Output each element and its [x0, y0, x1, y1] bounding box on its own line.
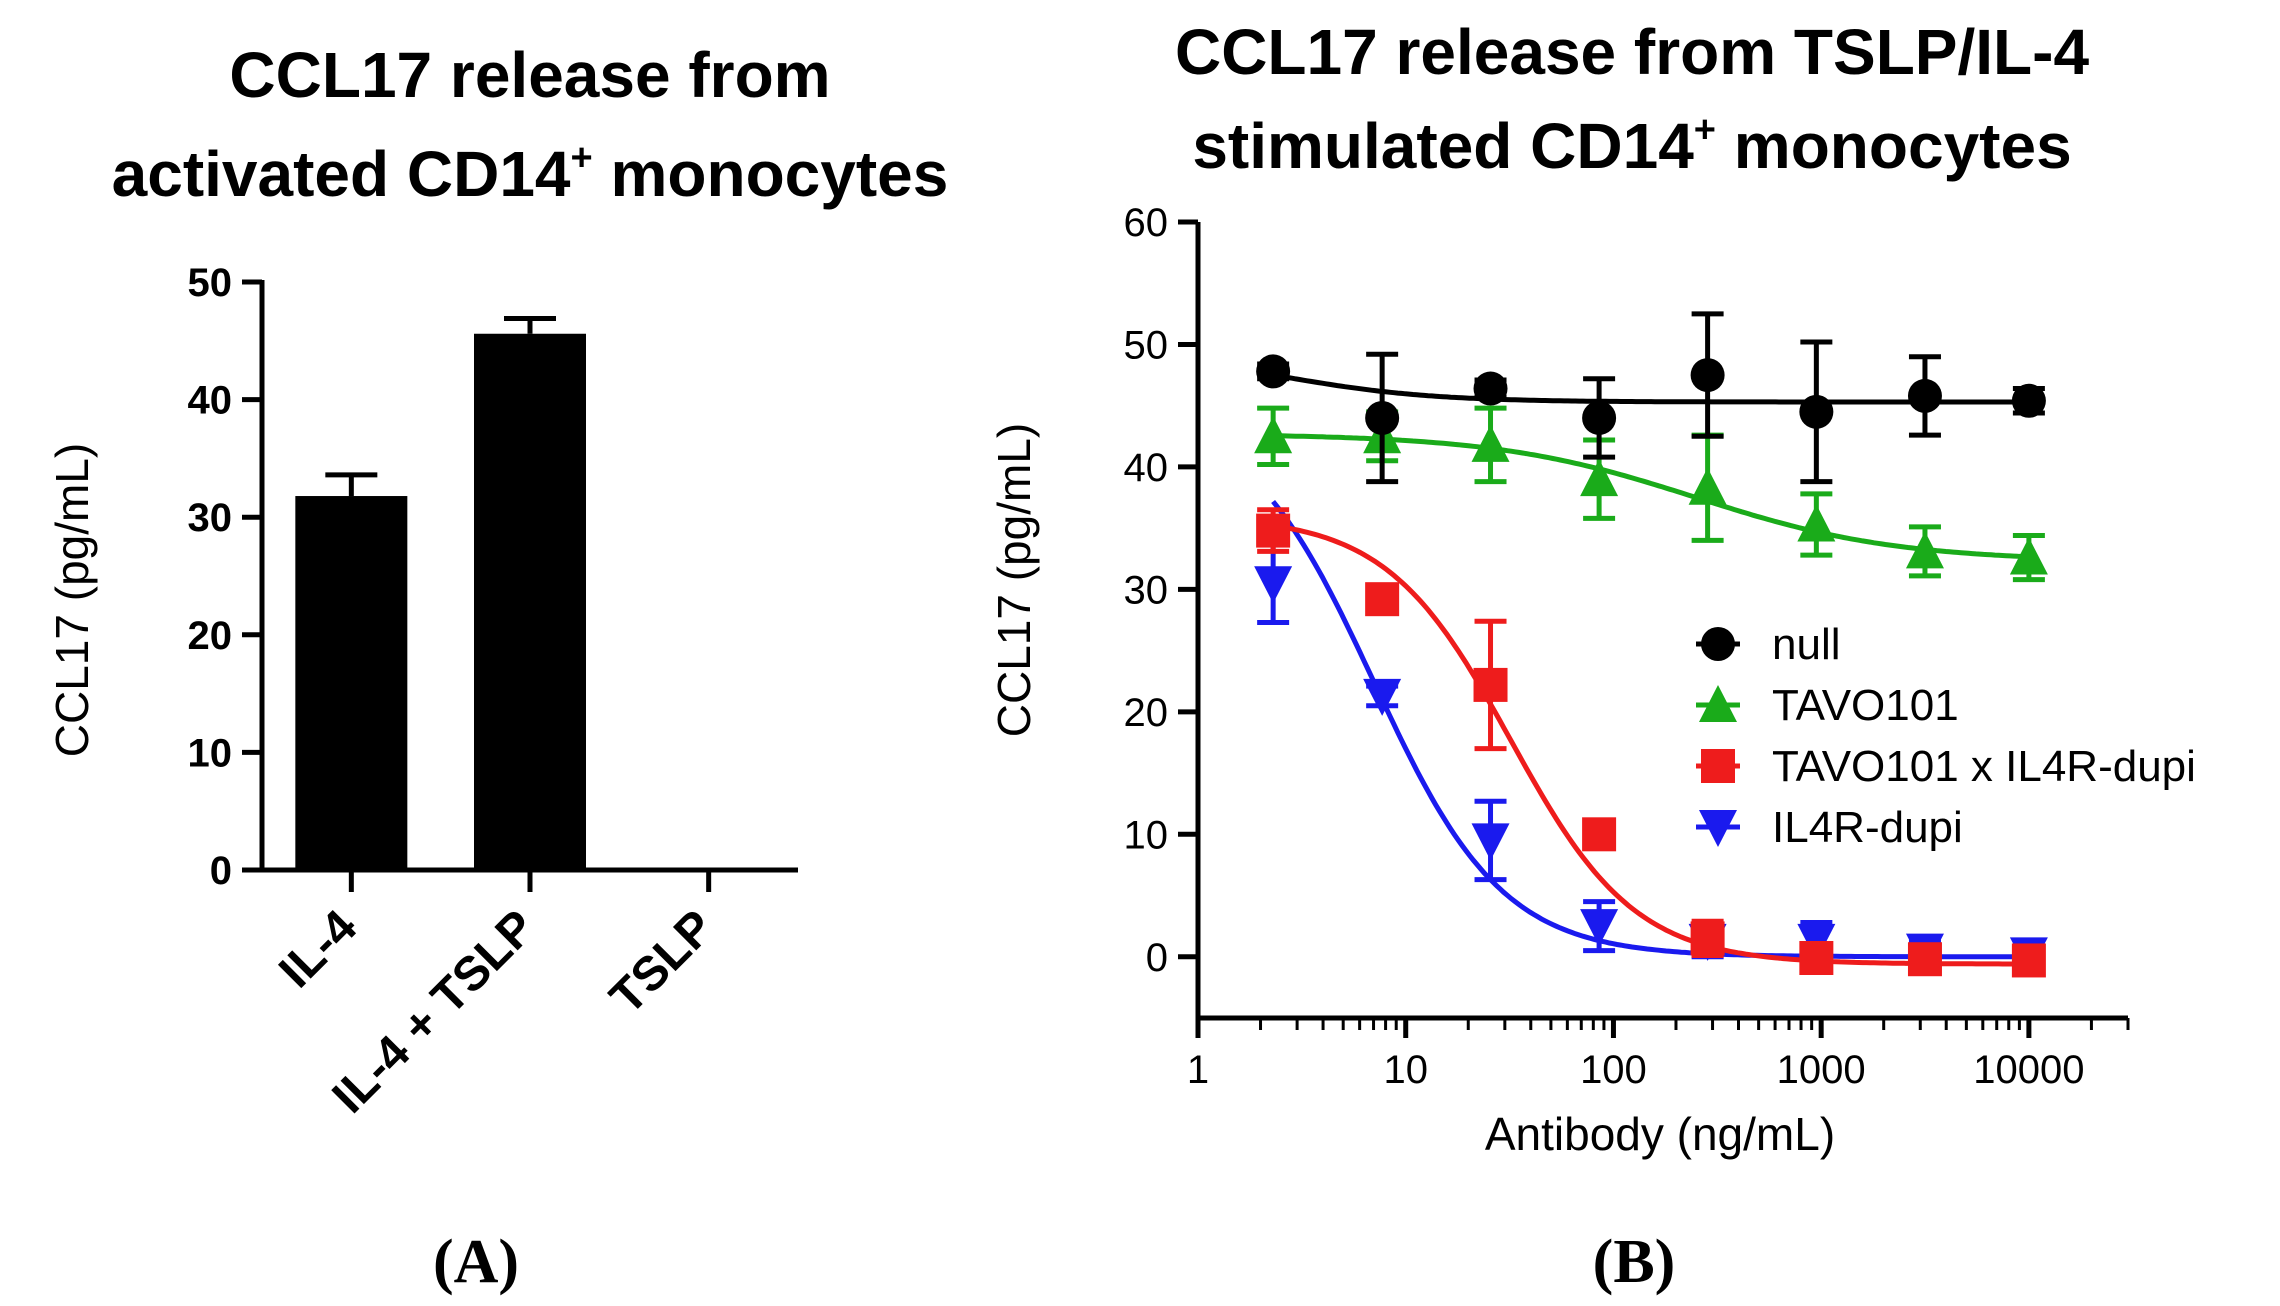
- data-point: [1580, 909, 1619, 947]
- legend-label: IL4R-dupi: [1772, 803, 1963, 852]
- data-point: [1582, 400, 1617, 435]
- panel-b-y-tick-label: 20: [1124, 691, 1169, 735]
- panel-b-y-tick-label: 40: [1124, 446, 1169, 490]
- data-point: [1907, 942, 1942, 977]
- data-point: [1365, 582, 1400, 617]
- data-point: [1254, 416, 1293, 454]
- data-point: [1471, 424, 1510, 462]
- panel-a-y-tick-label: 10: [188, 731, 233, 775]
- panel-a-y-tick-label: 30: [188, 496, 233, 540]
- panel-b-plot: [1254, 311, 2048, 978]
- data-point: [1254, 566, 1293, 604]
- series-tavo101-x-il4r-dupi: [1256, 507, 2046, 978]
- panel-a-title-sup: +: [571, 137, 593, 179]
- panel-b-title-tail: monocytes: [1716, 110, 2072, 182]
- panel-b-x-tick-label: 10000: [1973, 1048, 2084, 1092]
- data-point: [2011, 383, 2046, 418]
- data-point: [1907, 378, 1942, 413]
- panel-b-y-tick-label: 10: [1124, 813, 1169, 857]
- data-point: [1580, 459, 1619, 497]
- panel-a-label: (A): [433, 1228, 519, 1296]
- panel-b-title-sup: +: [1694, 109, 1716, 151]
- data-point: [1363, 678, 1402, 716]
- legend-marker: [1699, 685, 1737, 722]
- panel-a-y-axis-label: CCL17 (pg/mL): [46, 443, 98, 757]
- panel-a: CCL17 release from activated CD14+ monoc…: [46, 39, 948, 1296]
- panel-a-y-tick-label: 20: [188, 614, 233, 658]
- legend-label: TAVO101: [1772, 681, 1959, 730]
- data-point: [1905, 531, 1944, 569]
- panel-b-label: (B): [1593, 1228, 1676, 1296]
- panel-a-title-tail: monocytes: [593, 138, 949, 210]
- legend-label: TAVO101 x IL4R-dupi: [1772, 742, 2196, 791]
- data-point: [1256, 513, 1291, 548]
- panel-b-title-line-2: stimulated CD14+ monocytes: [1192, 109, 2071, 182]
- data-point: [1471, 823, 1510, 861]
- panel-b-x-tick-label: 1: [1187, 1048, 1209, 1092]
- panel-a-title-line-2: activated CD14+ monocytes: [112, 137, 949, 210]
- panel-b-x-tick-label: 1000: [1777, 1048, 1866, 1092]
- legend-marker: [1701, 627, 1735, 661]
- series-null: [1256, 311, 2046, 485]
- data-point: [1799, 394, 1834, 429]
- data-point: [1582, 817, 1617, 852]
- panel-b-y-tick-label: 30: [1124, 568, 1169, 612]
- panel-b-y-tick-label: 50: [1124, 323, 1169, 367]
- panel-b-title-line-1: CCL17 release from TSLP/IL-4: [1175, 16, 2089, 88]
- fit-curve: [1273, 433, 2030, 560]
- panel-b-y-tick-label: 60: [1124, 201, 1169, 245]
- data-point: [1799, 940, 1834, 975]
- data-point: [2009, 537, 2048, 575]
- legend-marker: [1699, 810, 1737, 847]
- panel-b-x-axis-label: Antibody (ng/mL): [1485, 1108, 1835, 1160]
- legend-label: null: [1772, 620, 1841, 669]
- fit-curve: [1272, 523, 2029, 967]
- panel-b-y-axis-label: CCL17 (pg/mL): [988, 423, 1040, 737]
- panel-b: CCL17 release from TSLP/IL-4 stimulated …: [988, 16, 2196, 1296]
- panel-a-y-tick-label: 50: [188, 261, 233, 305]
- panel-a-category-label: TSLP: [600, 900, 724, 1024]
- data-point: [1473, 667, 1508, 702]
- fit-curve: [1271, 499, 2029, 960]
- legend-marker: [1701, 749, 1735, 783]
- panel-a-y-tick-label: 40: [188, 379, 233, 423]
- data-point: [1688, 467, 1727, 505]
- data-point: [1256, 354, 1291, 389]
- panel-b-x-tick-label: 10: [1383, 1048, 1428, 1092]
- panel-a-category-label: IL-4: [269, 900, 367, 998]
- data-point: [1690, 921, 1725, 956]
- panel-a-title-text: activated CD14: [112, 138, 571, 210]
- panel-a-title-line-1: CCL17 release from: [229, 39, 830, 111]
- data-point: [2011, 943, 2046, 978]
- bar: [295, 496, 408, 870]
- bar: [474, 333, 586, 870]
- panel-b-axes: 0 10 20 30 40 50 60 1 10 100 1000 10000: [1124, 201, 2130, 1092]
- panel-a-bars: [295, 315, 586, 870]
- data-point: [1797, 504, 1836, 542]
- panel-b-x-tick-label: 100: [1580, 1048, 1647, 1092]
- panel-b-title-text: stimulated CD14: [1192, 110, 1694, 182]
- data-point: [1690, 358, 1725, 393]
- series-il4r-dupi: [1254, 499, 2048, 975]
- panel-b-y-tick-label: 0: [1146, 936, 1168, 980]
- data-point: [1365, 400, 1400, 435]
- fit-curve: [1272, 372, 2029, 405]
- data-point: [1473, 371, 1508, 406]
- panel-a-y-tick-label: 0: [210, 849, 232, 893]
- panel-b-legend: null TAVO101 TAVO101 x IL4R-dupi IL4R-dupi: [1696, 620, 2196, 852]
